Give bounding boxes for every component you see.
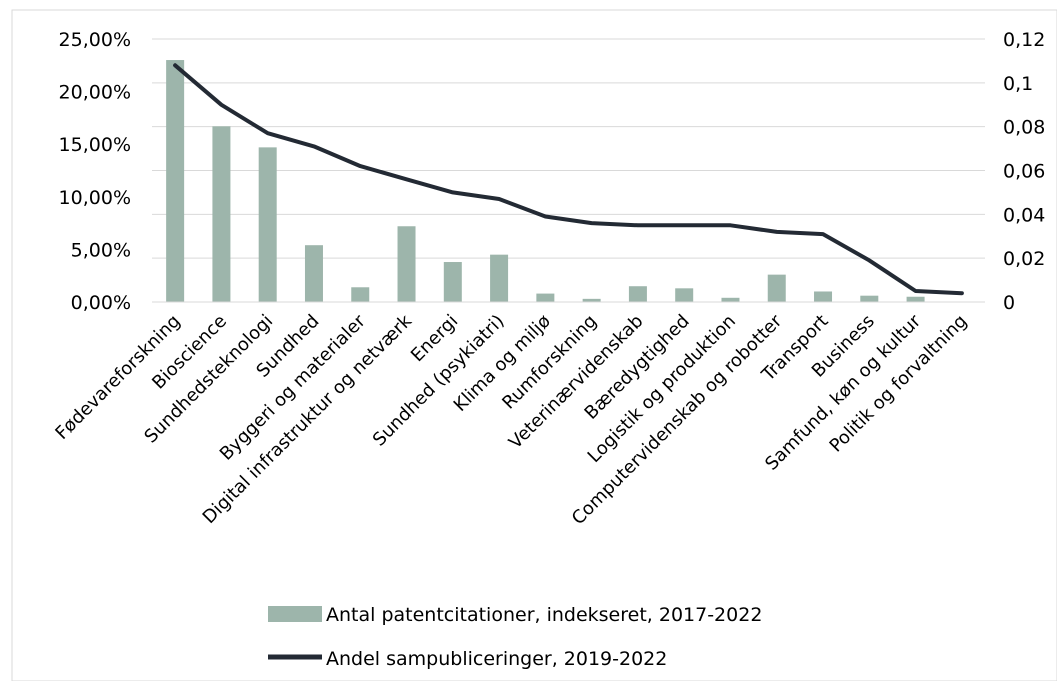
right-tick-label: 0,02 (1003, 248, 1045, 270)
left-tick-label: 10,00% (59, 187, 131, 209)
left-tick-label: 20,00% (59, 82, 131, 104)
right-tick-label: 0,04 (1003, 204, 1045, 226)
bar (166, 60, 185, 302)
bar (860, 295, 879, 302)
chart-frame (11, 9, 1057, 682)
bar (397, 226, 416, 302)
left-tick-label: 25,00% (59, 29, 131, 51)
left-tick-label: 5,00% (71, 239, 131, 261)
bar (212, 126, 231, 302)
bar (258, 147, 277, 302)
right-tick-label: 0,08 (1003, 117, 1045, 139)
right-tick-label: 0,12 (1003, 29, 1045, 51)
left-tick-label: 15,00% (59, 134, 131, 156)
left-axis-ticks: 0,00% 5,00% 10,00% 15,00% 20,00% 25,00% (59, 29, 131, 314)
series-line (173, 63, 964, 296)
bar (675, 288, 694, 302)
bar (582, 298, 601, 302)
right-axis-ticks: 0 0,02 0,04 0,06 0,08 0,1 0,12 (1003, 29, 1045, 314)
right-tick-label: 0,1 (1003, 73, 1033, 95)
right-tick-label: 0,06 (1003, 161, 1045, 183)
bar (490, 254, 509, 302)
bar (628, 286, 647, 302)
bar (351, 287, 370, 302)
legend: Antal patentcitationer, indekseret, 2017… (268, 604, 762, 670)
bar (767, 274, 786, 302)
legend-swatch-bar (268, 606, 322, 622)
bar (814, 291, 833, 302)
legend-label-bar: Antal patentcitationer, indekseret, 2017… (326, 604, 762, 626)
legend-label-line: Andel sampubliceringer, 2019-2022 (326, 648, 667, 670)
bar (536, 293, 555, 302)
line-series (173, 63, 964, 296)
bar (906, 296, 925, 302)
right-tick-label: 0 (1003, 292, 1015, 314)
bar-series (166, 60, 925, 302)
bar (304, 245, 323, 302)
bar (721, 297, 740, 302)
bar (443, 262, 462, 302)
left-tick-label: 0,00% (71, 292, 131, 314)
